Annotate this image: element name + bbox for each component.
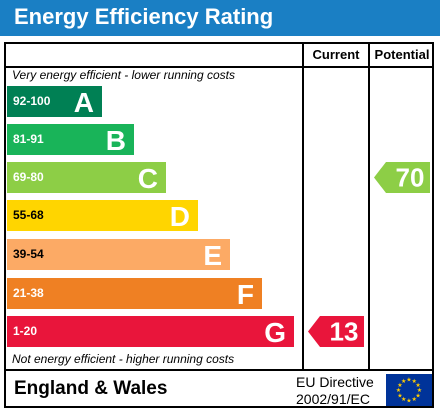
eu-star-icon: ★ [397,392,402,399]
band-letter: C [137,163,158,194]
header-divider [4,66,434,68]
band-letter: G [264,317,286,348]
band-letter: E [203,240,222,271]
eu-flag-icon: ★ ★★★★★★★★★★★ [386,374,432,406]
band-range-label: 92-100 [13,94,51,108]
eu-star-icon: ★ [415,382,420,389]
footer-divider [4,369,434,371]
band-range-label: 39-54 [13,247,44,261]
eu-star-icon: ★ [412,396,417,403]
chart-frame [4,42,434,408]
potential-rating-arrow: 70 [374,162,430,193]
eu-star-icon: ★ [415,392,420,399]
page-title: Energy Efficiency Rating [14,4,274,29]
eu-star-icon: ★ [396,387,401,394]
note-efficient: Very energy efficient - lower running co… [12,68,235,82]
band-range-label: 21-38 [13,286,44,300]
potential-rating-value: 70 [396,163,425,193]
note-inefficient: Not energy efficient - higher running co… [12,352,235,366]
potential-rating-shape [374,162,430,193]
region-label: England & Wales [14,378,168,399]
band-f: 21-38 F [7,278,262,310]
band-letter: A [73,87,94,118]
divider-current-left [302,42,304,371]
band-g: 1-20 G [7,316,294,348]
band-b: 81-91 B [7,124,134,156]
eu-flag-background [386,374,432,406]
band-letter: F [236,279,254,310]
eu-star-icon: ★ [417,387,422,394]
current-rating-value: 13 [330,317,359,347]
eu-star-icon: ★ [406,398,411,405]
eu-star-icon: ★ [401,396,406,403]
band-range-label: 81-91 [13,132,44,146]
title-bar: Energy Efficiency Rating [0,0,440,36]
directive-line-1: EU Directive [296,374,374,390]
column-header-potential: Potential [374,47,430,62]
band-a: 92-100 A [7,86,102,118]
current-rating-shape [308,316,364,347]
band-letter: B [105,125,126,156]
band-range-label: 69-80 [13,170,44,184]
eu-star-icon: ★ [406,377,411,384]
directive-line-2: 2002/91/EC [296,391,370,407]
current-rating-arrow: 13 [308,316,364,347]
band-c: 69-80 C [7,162,166,194]
band-range-label: 1-20 [13,324,38,338]
band-range-label: 55-68 [13,208,44,222]
band-d: 55-68 D [7,200,198,232]
eu-star-icon: ★ [412,378,417,385]
eu-star-icon: ★ [397,382,402,389]
column-header-current: Current [312,47,360,62]
eu-star-icon: ★ [401,378,406,385]
band-letter: D [169,201,190,232]
band-e: 39-54 E [7,239,230,271]
divider-potential-left [368,42,370,371]
